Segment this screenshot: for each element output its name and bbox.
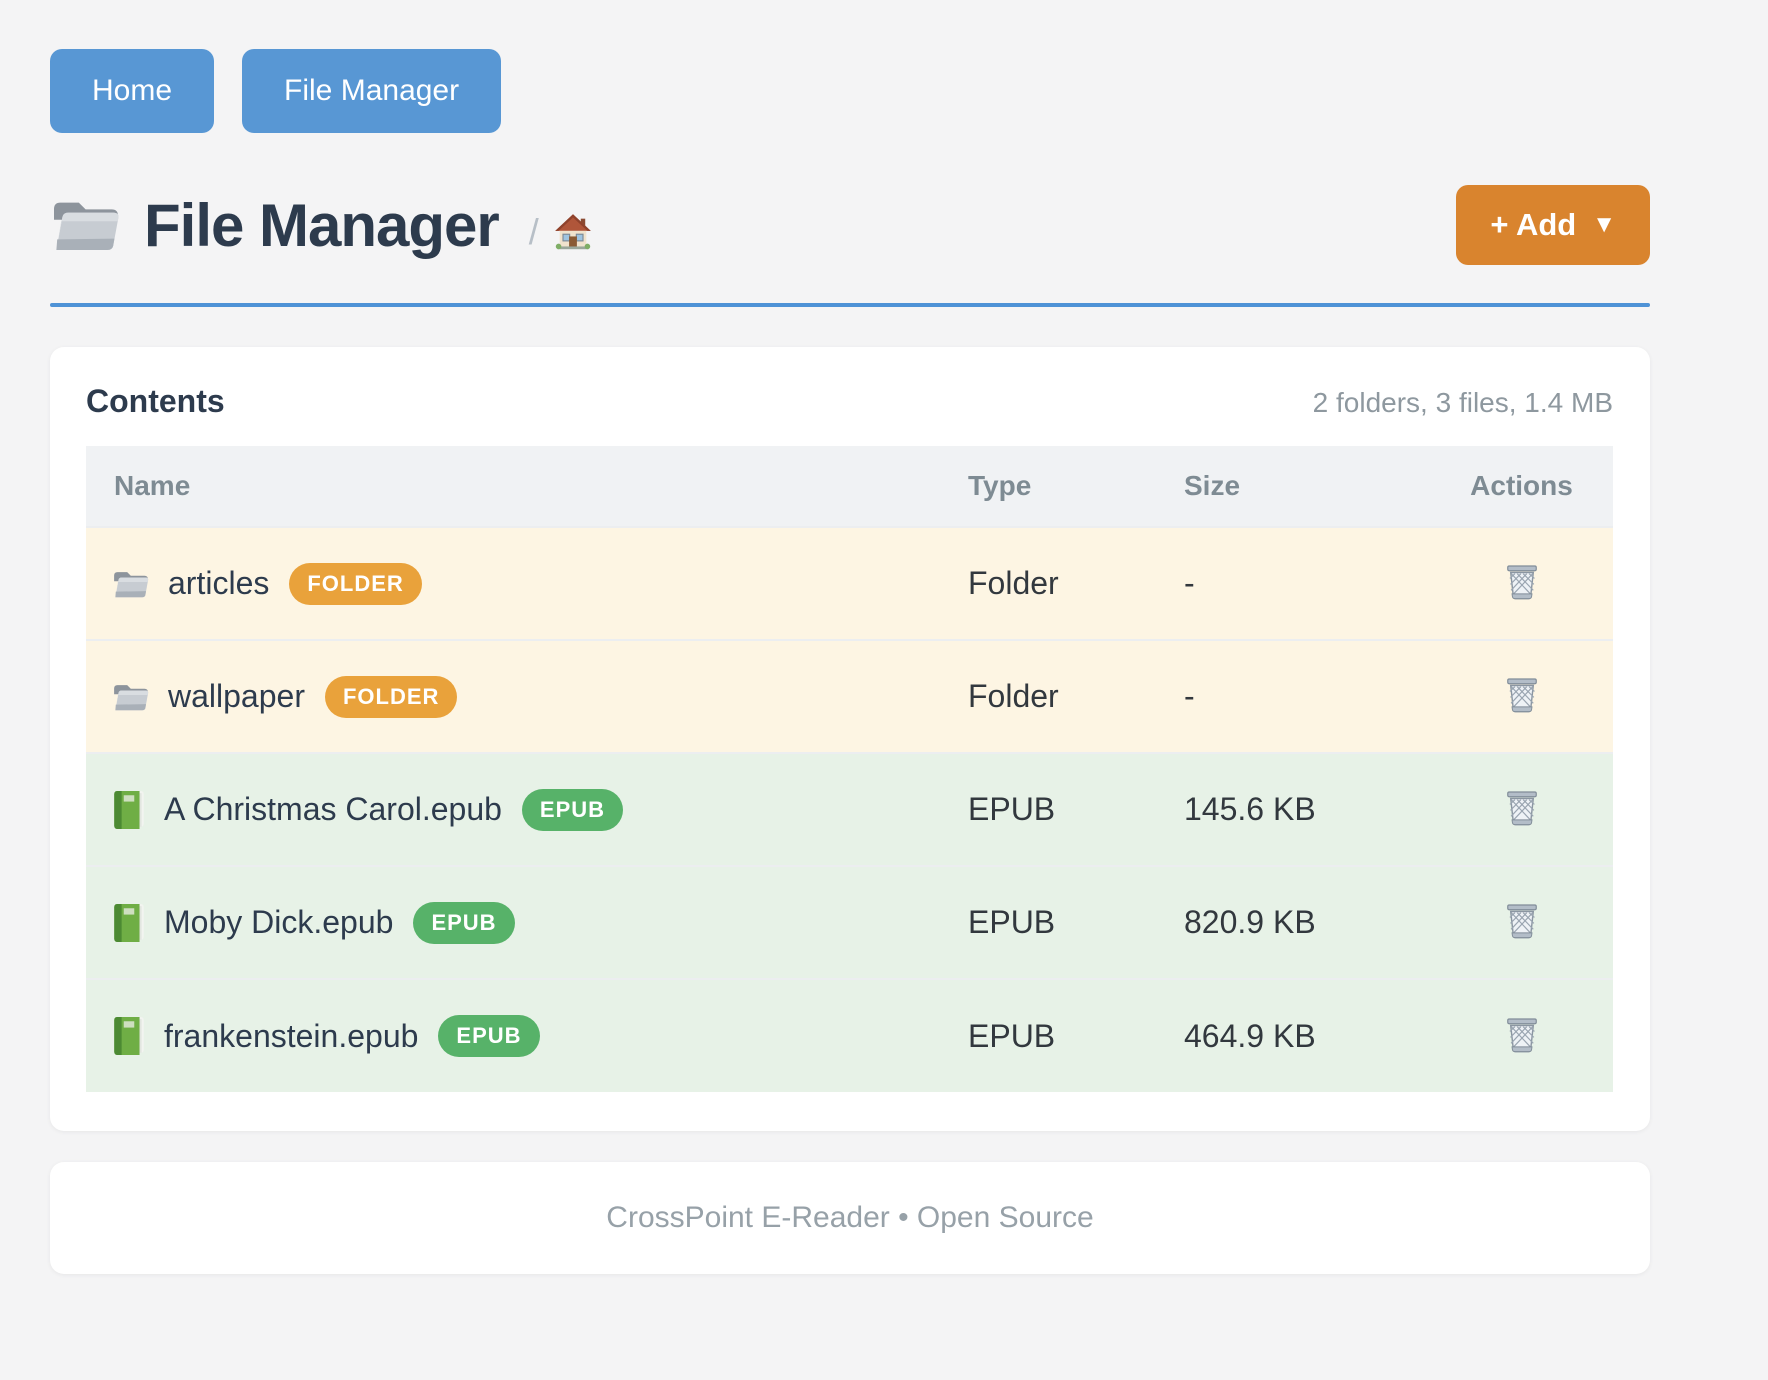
add-button[interactable]: + Add ▼ bbox=[1456, 185, 1650, 265]
file-size: 464.9 KB bbox=[1184, 1017, 1316, 1054]
file-manager-button[interactable]: File Manager bbox=[242, 49, 502, 133]
trash-icon bbox=[1506, 904, 1537, 939]
book-icon bbox=[114, 790, 144, 829]
book-icon bbox=[114, 1017, 144, 1055]
file-name: A Christmas Carol.epub bbox=[164, 791, 502, 827]
delete-button[interactable] bbox=[1501, 559, 1543, 608]
type-badge: FOLDER bbox=[324, 675, 458, 718]
house-icon[interactable] bbox=[553, 212, 593, 252]
column-header-name: Name bbox=[114, 470, 191, 501]
contents-heading: Contents bbox=[86, 383, 225, 419]
book-icon bbox=[114, 903, 144, 942]
trash-icon bbox=[1506, 1017, 1537, 1052]
file-name: articles bbox=[168, 565, 270, 601]
breadcrumb-separator: / bbox=[528, 211, 539, 252]
delete-button[interactable] bbox=[1501, 672, 1543, 721]
delete-button[interactable] bbox=[1501, 1012, 1543, 1061]
home-button[interactable]: Home bbox=[50, 49, 215, 133]
file-type: EPUB bbox=[968, 904, 1056, 940]
file-name: wallpaper bbox=[168, 678, 305, 714]
file-size: 145.6 KB bbox=[1184, 791, 1316, 827]
breadcrumb: / bbox=[529, 211, 593, 253]
type-badge: FOLDER bbox=[289, 562, 422, 605]
contents-card: Contents 2 folders, 3 files, 1.4 MB Name… bbox=[50, 347, 1650, 1131]
file-size: 820.9 KB bbox=[1184, 904, 1316, 940]
file-table-header-row: Name Type Size Actions bbox=[86, 446, 1613, 527]
trash-icon bbox=[1506, 565, 1537, 600]
table-row[interactable]: Moby Dick.epub EPUB EPUB 820.9 KB bbox=[86, 866, 1613, 979]
file-type: Folder bbox=[968, 678, 1059, 714]
folder-icon bbox=[114, 684, 149, 710]
page-title: File Manager bbox=[144, 191, 500, 259]
type-badge: EPUB bbox=[438, 1015, 540, 1057]
type-badge: EPUB bbox=[413, 901, 515, 944]
title-divider bbox=[50, 303, 1650, 307]
file-type: EPUB bbox=[968, 791, 1056, 827]
contents-summary: 2 folders, 3 files, 1.4 MB bbox=[1312, 387, 1613, 418]
column-header-type: Type bbox=[968, 470, 1032, 501]
table-row[interactable]: A Christmas Carol.epub EPUB EPUB 145.6 K… bbox=[86, 753, 1613, 866]
type-badge: EPUB bbox=[521, 788, 624, 831]
table-row[interactable]: wallpaper FOLDER Folder - bbox=[86, 640, 1613, 753]
file-size: - bbox=[1184, 565, 1195, 601]
file-size: - bbox=[1184, 678, 1195, 714]
page: Home File Manager File Manager / bbox=[50, 0, 1650, 1274]
delete-button[interactable] bbox=[1501, 785, 1543, 834]
file-name: Moby Dick.epub bbox=[164, 904, 394, 940]
footer-text: CrossPoint E-Reader • Open Source bbox=[606, 1201, 1094, 1234]
title-row: File Manager / + Add ▼ bbox=[50, 185, 1650, 265]
add-button-label: + Add bbox=[1490, 207, 1577, 242]
file-table-body: articles FOLDER Folder - bbox=[86, 527, 1613, 1092]
delete-button[interactable] bbox=[1501, 898, 1543, 947]
footer-card: CrossPoint E-Reader • Open Source bbox=[50, 1162, 1650, 1274]
folder-icon bbox=[54, 202, 119, 250]
file-name: frankenstein.epub bbox=[164, 1017, 419, 1054]
table-row[interactable]: articles FOLDER Folder - bbox=[86, 527, 1613, 640]
table-row[interactable]: frankenstein.epub EPUB EPUB 464.9 KB bbox=[86, 979, 1613, 1092]
file-type: EPUB bbox=[968, 1017, 1056, 1054]
file-type: Folder bbox=[968, 565, 1059, 601]
trash-icon bbox=[1506, 678, 1537, 713]
trash-icon bbox=[1506, 791, 1537, 826]
caret-down-icon: ▼ bbox=[1592, 211, 1616, 238]
column-header-actions: Actions bbox=[1470, 470, 1573, 501]
file-table: Name Type Size Actions bbox=[86, 446, 1613, 1092]
contents-card-header: Contents 2 folders, 3 files, 1.4 MB bbox=[86, 383, 1613, 420]
top-nav: Home File Manager bbox=[50, 0, 1650, 133]
column-header-size: Size bbox=[1184, 470, 1241, 501]
folder-icon bbox=[114, 571, 149, 597]
